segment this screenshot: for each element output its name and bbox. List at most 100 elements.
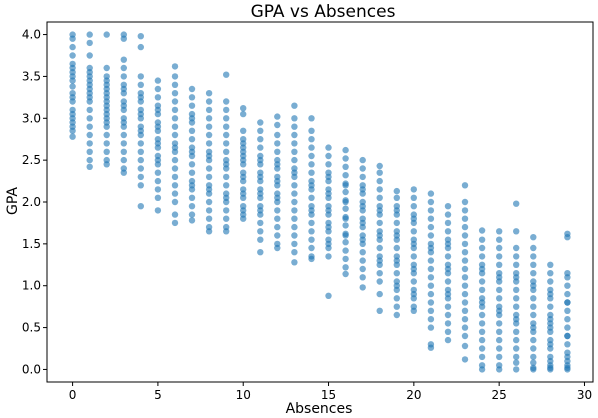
data-point bbox=[496, 228, 503, 235]
data-point bbox=[188, 169, 196, 176]
data-point bbox=[342, 188, 349, 196]
data-point bbox=[461, 240, 469, 248]
data-point bbox=[496, 307, 503, 314]
data-point bbox=[308, 136, 315, 143]
data-point bbox=[496, 236, 503, 243]
data-point bbox=[69, 73, 76, 80]
data-point bbox=[376, 219, 383, 227]
data-point bbox=[461, 282, 469, 289]
data-point bbox=[223, 228, 230, 235]
data-point bbox=[257, 190, 264, 197]
data-point bbox=[444, 328, 452, 335]
data-point bbox=[137, 173, 144, 181]
data-point bbox=[427, 190, 435, 197]
data-point bbox=[308, 144, 315, 151]
data-point bbox=[461, 332, 469, 340]
data-point bbox=[359, 186, 366, 193]
data-point bbox=[291, 215, 298, 222]
data-point bbox=[513, 359, 520, 366]
data-point bbox=[188, 161, 196, 168]
data-point bbox=[223, 115, 230, 122]
data-point bbox=[188, 148, 196, 155]
data-point bbox=[496, 336, 503, 344]
data-point bbox=[564, 324, 571, 331]
data-point bbox=[359, 274, 366, 281]
data-point bbox=[496, 320, 503, 327]
data-point bbox=[410, 278, 417, 285]
data-point bbox=[513, 366, 520, 373]
data-point bbox=[308, 152, 315, 160]
data-point bbox=[547, 278, 554, 285]
data-point bbox=[205, 106, 213, 114]
data-point bbox=[513, 286, 520, 294]
data-point bbox=[444, 311, 452, 319]
data-point bbox=[257, 236, 264, 243]
data-point bbox=[530, 353, 537, 361]
data-point bbox=[359, 173, 366, 181]
data-point bbox=[257, 228, 264, 235]
data-point bbox=[376, 278, 383, 285]
data-point bbox=[308, 161, 315, 168]
data-point bbox=[342, 146, 349, 154]
data-point bbox=[257, 249, 264, 256]
data-point bbox=[103, 148, 110, 155]
plot-frame bbox=[46, 21, 594, 383]
data-point bbox=[376, 194, 383, 201]
data-point bbox=[137, 165, 144, 172]
data-point bbox=[393, 295, 400, 302]
data-point bbox=[547, 316, 554, 323]
data-point bbox=[461, 223, 469, 231]
x-tick-label: 20 bbox=[406, 388, 421, 402]
data-point bbox=[496, 261, 503, 268]
data-point bbox=[342, 264, 349, 271]
data-point bbox=[223, 173, 230, 181]
y-tick-label: 1.0 bbox=[22, 279, 41, 293]
data-point bbox=[427, 198, 435, 206]
data-point bbox=[427, 290, 435, 298]
data-point bbox=[171, 165, 179, 172]
chart-title: GPA vs Absences bbox=[251, 2, 396, 22]
data-point bbox=[530, 324, 537, 331]
data-point bbox=[376, 270, 383, 277]
data-point bbox=[427, 232, 435, 239]
data-point bbox=[240, 140, 247, 147]
data-point bbox=[478, 345, 486, 352]
data-point bbox=[410, 253, 417, 260]
data-point bbox=[205, 198, 213, 206]
data-point bbox=[342, 232, 349, 239]
data-point bbox=[69, 64, 76, 72]
data-point bbox=[478, 328, 486, 335]
data-point bbox=[342, 205, 349, 212]
data-point bbox=[171, 123, 179, 130]
data-point bbox=[188, 94, 196, 101]
data-point bbox=[547, 290, 554, 298]
data-point bbox=[359, 203, 366, 210]
data-point bbox=[223, 215, 230, 222]
data-point bbox=[291, 182, 298, 189]
data-point bbox=[205, 131, 213, 139]
data-point bbox=[223, 131, 230, 139]
data-point bbox=[154, 177, 162, 185]
data-point bbox=[325, 292, 332, 299]
data-point bbox=[478, 244, 486, 252]
data-point bbox=[86, 131, 93, 139]
data-point bbox=[291, 102, 298, 109]
data-point bbox=[154, 140, 162, 147]
data-point bbox=[461, 215, 469, 222]
data-point bbox=[564, 299, 571, 306]
data-point bbox=[478, 299, 486, 306]
data-point bbox=[257, 219, 264, 227]
data-point bbox=[205, 215, 213, 222]
data-point bbox=[308, 228, 315, 235]
data-point bbox=[513, 200, 520, 207]
data-point bbox=[205, 173, 213, 181]
data-point bbox=[103, 77, 110, 84]
data-point bbox=[478, 278, 486, 285]
data-point bbox=[171, 115, 179, 122]
data-point bbox=[325, 161, 332, 168]
data-point bbox=[274, 223, 281, 231]
data-point bbox=[376, 290, 383, 298]
data-point bbox=[513, 244, 520, 252]
data-point bbox=[308, 207, 315, 214]
